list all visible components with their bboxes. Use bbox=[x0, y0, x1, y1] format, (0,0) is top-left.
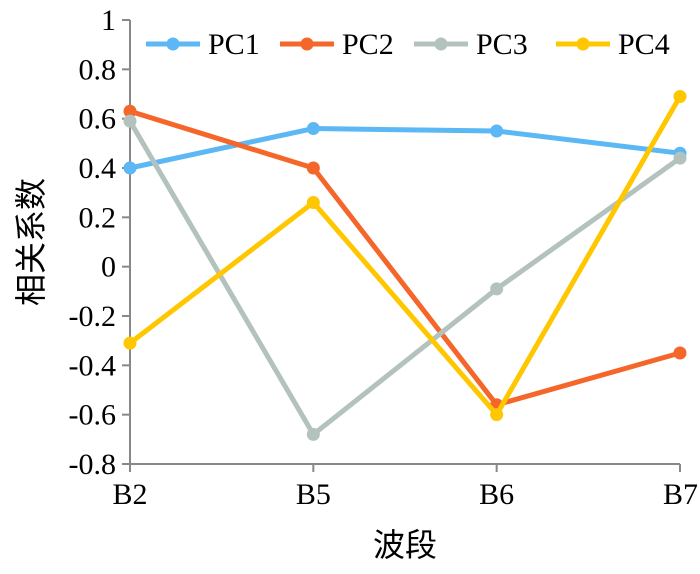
series-line bbox=[127, 119, 682, 437]
y-tick-label: -0.6 bbox=[69, 399, 117, 432]
series-line bbox=[128, 95, 683, 418]
legend-label: PC1 bbox=[208, 28, 260, 61]
data-point bbox=[490, 408, 504, 422]
y-tick-label: 0.6 bbox=[79, 103, 117, 136]
y-tick-label: 1 bbox=[101, 4, 116, 37]
y-tick-label: -0.8 bbox=[69, 448, 117, 481]
legend-item: PC2 bbox=[280, 28, 394, 61]
series-line bbox=[129, 108, 681, 408]
legend-marker bbox=[166, 37, 180, 51]
legend-label: PC4 bbox=[618, 28, 670, 61]
legend-marker bbox=[434, 37, 448, 51]
data-point bbox=[673, 89, 687, 103]
legend-item: PC3 bbox=[414, 28, 528, 61]
y-tick-label: 0.2 bbox=[79, 201, 117, 234]
legend-item: PC4 bbox=[556, 28, 670, 61]
x-axis-ticks: B2 B5 B6 B7 bbox=[112, 464, 698, 511]
legend-label: PC3 bbox=[476, 28, 528, 61]
series-pc3 bbox=[123, 114, 687, 441]
data-point bbox=[306, 427, 320, 441]
data-point bbox=[123, 114, 137, 128]
series-pc4 bbox=[123, 89, 687, 422]
y-tick-label: 0 bbox=[101, 251, 116, 284]
data-point bbox=[123, 104, 137, 118]
y-tick-label: -0.4 bbox=[69, 349, 117, 382]
x-tick-label: B7 bbox=[663, 478, 698, 511]
y-axis-title: 相关系数 bbox=[12, 178, 50, 306]
data-point bbox=[306, 196, 320, 210]
y-axis-ticks: 1 0.8 0.6 0.4 0.2 0 -0.2 -0.4 -0.6 -0.8 bbox=[69, 4, 130, 481]
y-tick-label: 0.4 bbox=[79, 152, 117, 185]
legend-marker bbox=[576, 37, 590, 51]
series-pc1 bbox=[123, 122, 687, 175]
x-tick-label: B6 bbox=[479, 478, 514, 511]
x-tick-label: B2 bbox=[112, 478, 147, 511]
x-axis-title: 波段 bbox=[373, 526, 437, 564]
data-point bbox=[123, 161, 137, 175]
series-layer bbox=[123, 89, 687, 441]
data-point bbox=[673, 151, 687, 165]
legend: PC1 PC2 PC3 PC4 bbox=[146, 28, 670, 61]
y-tick-label: 0.8 bbox=[79, 53, 117, 86]
legend-marker bbox=[300, 37, 314, 51]
data-point bbox=[673, 346, 687, 360]
data-point bbox=[490, 282, 504, 296]
data-point bbox=[490, 124, 504, 138]
axes bbox=[129, 20, 680, 465]
legend-label: PC2 bbox=[342, 28, 394, 61]
data-point bbox=[123, 336, 137, 350]
series-line bbox=[129, 126, 681, 171]
y-tick-label: -0.2 bbox=[69, 300, 117, 333]
data-point bbox=[306, 122, 320, 136]
data-point bbox=[306, 161, 320, 175]
x-tick-label: B5 bbox=[296, 478, 331, 511]
legend-item: PC1 bbox=[146, 28, 260, 61]
